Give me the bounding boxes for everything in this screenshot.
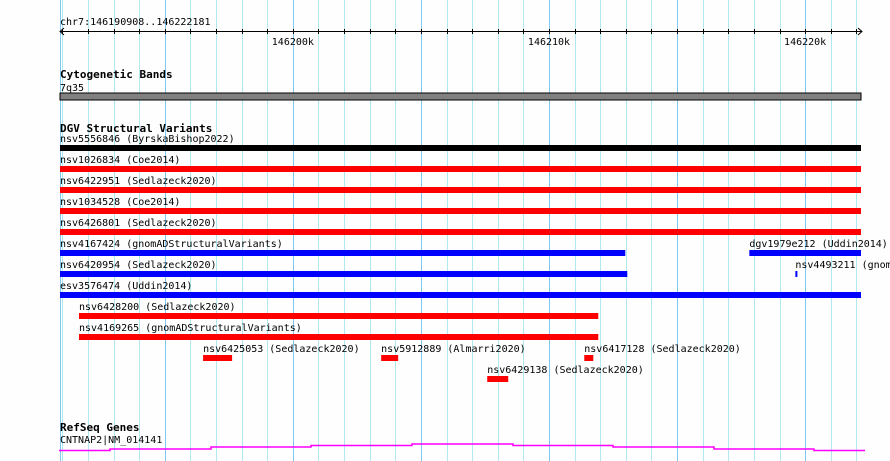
- sv-feature[interactable]: nsv5912889 (Almarri2020): [381, 344, 526, 361]
- sv-feature-bar[interactable]: [795, 271, 798, 277]
- sv-feature[interactable]: nsv6428200 (Sedlazeck2020): [79, 302, 599, 319]
- sv-feature-label: nsv4169265 (gnomADStructuralVariants): [79, 323, 302, 334]
- sv-feature[interactable]: nsv4169265 (gnomADStructuralVariants): [79, 323, 599, 340]
- sv-feature[interactable]: nsv6426801 (Sedlazeck2020): [60, 218, 861, 235]
- sv-feature[interactable]: nsv6425053 (Sedlazeck2020): [203, 344, 360, 361]
- ruler[interactable]: 146200k 146210k 146220k: [59, 27, 863, 48]
- sv-feature[interactable]: nsv6429138 (Sedlazeck2020): [487, 365, 644, 382]
- sv-feature[interactable]: nsv6420954 (Sedlazeck2020): [60, 260, 628, 277]
- sv-feature-label: dgv1979e212 (Uddin2014): [749, 239, 887, 250]
- sv-feature[interactable]: nsv5556846 (ByrskaBishop2022): [60, 134, 861, 151]
- sv-feature-bar[interactable]: [60, 229, 861, 235]
- gene-label[interactable]: CNTNAP2|NM_014141: [60, 435, 162, 446]
- sv-feature-label: nsv6425053 (Sedlazeck2020): [203, 344, 360, 355]
- sv-feature-label: nsv1026834 (Coe2014): [60, 155, 180, 166]
- sv-feature-bar[interactable]: [584, 355, 594, 361]
- sv-feature-label: nsv5912889 (Almarri2020): [381, 344, 526, 355]
- ruler-tick-label: 146220k: [784, 37, 826, 48]
- sv-feature[interactable]: nsv4167424 (gnomADStructuralVariants): [60, 239, 626, 256]
- sv-feature-bar[interactable]: [487, 376, 509, 382]
- sv-feature-bar[interactable]: [60, 208, 861, 214]
- sv-feature-label: nsv1034528 (Coe2014): [60, 197, 180, 208]
- right-arrow-icon[interactable]: [857, 27, 863, 36]
- sv-feature-bar[interactable]: [60, 292, 861, 298]
- sv-feature-label: nsv6417128 (Sedlazeck2020): [584, 344, 741, 355]
- sv-feature-bar[interactable]: [60, 250, 626, 256]
- dgv-features: nsv5556846 (ByrskaBishop2022) nsv1026834 …: [60, 134, 890, 382]
- sv-feature-label: nsv6426801 (Sedlazeck2020): [60, 218, 217, 229]
- sv-feature[interactable]: esv3576474 (Uddin2014): [60, 281, 861, 298]
- sv-feature[interactable]: nsv1026834 (Coe2014): [60, 155, 861, 172]
- sv-feature-bar[interactable]: [60, 145, 861, 151]
- sv-feature-bar[interactable]: [203, 355, 233, 361]
- dgv-track-title: DGV Structural Variants: [60, 122, 212, 135]
- sv-feature-label: nsv6420954 (Sedlazeck2020): [60, 260, 217, 271]
- refseq-track-title: RefSeq Genes: [60, 421, 139, 434]
- cytoband-track-title: Cytogenetic Bands: [60, 68, 173, 81]
- sv-feature[interactable]: nsv6422951 (Sedlazeck2020): [60, 176, 861, 193]
- sv-feature-label: esv3576474 (Uddin2014): [60, 281, 192, 292]
- cytoband-label: 7q35: [60, 83, 84, 94]
- sv-feature[interactable]: nsv6417128 (Sedlazeck2020): [584, 344, 741, 361]
- sv-feature-bar[interactable]: [79, 334, 599, 340]
- sv-feature-label: nsv4167424 (gnomADStructuralVariants): [60, 239, 283, 250]
- region-label: chr7:146190908..146222181: [60, 17, 211, 28]
- sv-feature-bar[interactable]: [60, 187, 861, 193]
- sv-feature-label: nsv4493211 (gnom: [795, 260, 890, 271]
- sv-feature-bar[interactable]: [749, 250, 861, 256]
- cytoband-bar[interactable]: [59, 92, 862, 101]
- sv-feature-bar[interactable]: [381, 355, 399, 361]
- sv-feature-bar[interactable]: [79, 313, 599, 319]
- ruler-tick-label: 146210k: [528, 37, 570, 48]
- sv-feature[interactable]: nsv1034528 (Coe2014): [60, 197, 861, 214]
- sv-feature[interactable]: nsv4493211 (gnom: [795, 260, 890, 277]
- sv-feature[interactable]: dgv1979e212 (Uddin2014): [749, 239, 888, 256]
- sv-feature-label: nsv6428200 (Sedlazeck2020): [79, 302, 236, 313]
- sv-feature-label: nsv6429138 (Sedlazeck2020): [487, 365, 644, 376]
- sv-feature-label: nsv5556846 (ByrskaBishop2022): [60, 134, 235, 145]
- gene-model-cntnap2[interactable]: [59, 443, 865, 452]
- ruler-tick-label: 146200k: [272, 37, 314, 48]
- sv-feature-bar[interactable]: [60, 166, 861, 172]
- sv-feature-label: nsv6422951 (Sedlazeck2020): [60, 176, 217, 187]
- sv-feature-bar[interactable]: [60, 271, 628, 277]
